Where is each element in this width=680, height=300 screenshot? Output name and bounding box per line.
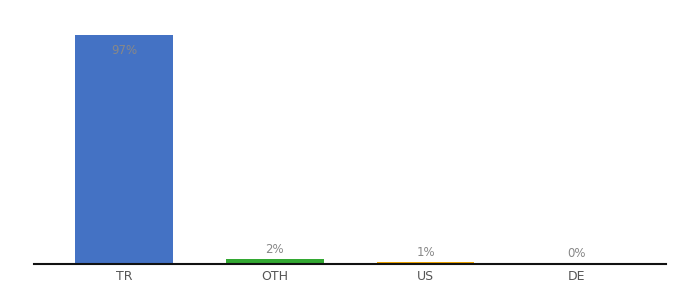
Text: 0%: 0% — [567, 248, 585, 260]
Bar — [226, 259, 324, 264]
Text: 2%: 2% — [266, 243, 284, 256]
Bar — [75, 35, 173, 264]
Text: 97%: 97% — [112, 44, 137, 57]
Text: 1%: 1% — [416, 246, 435, 259]
Bar — [377, 262, 475, 264]
Bar — [527, 263, 625, 264]
